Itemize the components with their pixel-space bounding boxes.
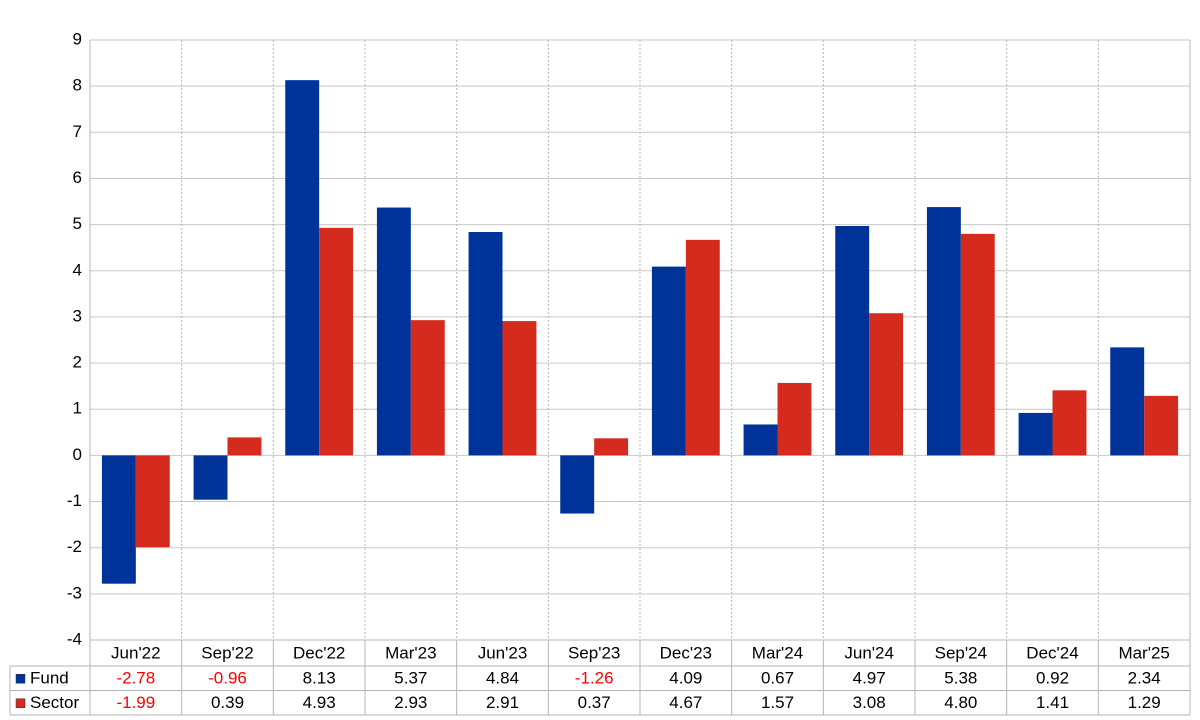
- legend-swatch: [15, 674, 26, 684]
- table-value: -2.78: [116, 669, 155, 688]
- x-tick-label: Dec'23: [660, 643, 712, 662]
- table-value: 5.37: [394, 669, 427, 688]
- bar: [1144, 395, 1179, 456]
- x-tick-label: Sep'24: [935, 643, 987, 662]
- x-tick-label: Mar'25: [1118, 643, 1169, 662]
- bar: [319, 227, 354, 456]
- bar: [960, 233, 995, 456]
- table-value: 1.57: [761, 693, 794, 712]
- bar: [777, 382, 812, 456]
- bar: [101, 455, 136, 584]
- y-tick-label: 6: [73, 168, 82, 187]
- bar: [468, 232, 503, 456]
- table-value: 2.91: [486, 693, 519, 712]
- y-tick-label: 2: [73, 353, 82, 372]
- table-value: 4.67: [669, 693, 702, 712]
- bar: [651, 266, 686, 456]
- table-value: 4.09: [669, 669, 702, 688]
- y-tick-label: -4: [67, 629, 82, 648]
- table-value: 8.13: [303, 669, 336, 688]
- legend-swatch: [15, 698, 26, 708]
- bar: [410, 320, 445, 456]
- y-tick-label: 5: [73, 214, 82, 233]
- y-tick-label: 7: [73, 122, 82, 141]
- bar: [835, 226, 870, 456]
- bar: [135, 455, 170, 548]
- table-value: 2.93: [394, 693, 427, 712]
- x-tick-label: Sep'22: [201, 643, 253, 662]
- bar: [502, 321, 537, 456]
- x-tick-label: Jun'23: [478, 643, 528, 662]
- y-tick-label: 8: [73, 76, 82, 95]
- table-value: -1.99: [116, 693, 155, 712]
- bar: [285, 80, 320, 456]
- table-value: -1.26: [575, 669, 614, 688]
- table-value: 0.67: [761, 669, 794, 688]
- table-value: 0.92: [1036, 669, 1069, 688]
- bar: [193, 455, 228, 500]
- bar: [1052, 390, 1087, 456]
- bar: [685, 239, 720, 456]
- bar: [743, 424, 778, 456]
- x-tick-label: Jun'24: [844, 643, 894, 662]
- y-tick-label: 1: [73, 399, 82, 418]
- y-tick-label: 0: [73, 445, 82, 464]
- table-value: 1.29: [1128, 693, 1161, 712]
- table-value: 3.08: [853, 693, 886, 712]
- bar: [227, 437, 262, 456]
- bar: [376, 207, 411, 456]
- y-tick-label: 9: [73, 29, 82, 48]
- y-tick-label: -1: [67, 491, 82, 510]
- table-value: 0.39: [211, 693, 244, 712]
- legend-label: Fund: [30, 669, 69, 688]
- table-value: 2.34: [1128, 669, 1161, 688]
- table-value: 1.41: [1036, 693, 1069, 712]
- table-value: 4.80: [944, 693, 977, 712]
- legend-label: Sector: [30, 693, 79, 712]
- bar: [1018, 412, 1053, 456]
- x-tick-label: Jun'22: [111, 643, 161, 662]
- bar: [926, 207, 961, 456]
- bar: [1110, 347, 1145, 456]
- table-value: -0.96: [208, 669, 247, 688]
- x-tick-label: Dec'22: [293, 643, 345, 662]
- y-tick-label: -2: [67, 537, 82, 556]
- table-value: 4.97: [853, 669, 886, 688]
- table-value: 0.37: [578, 693, 611, 712]
- table-value: 5.38: [944, 669, 977, 688]
- table-value: 4.93: [303, 693, 336, 712]
- x-tick-label: Mar'24: [752, 643, 803, 662]
- y-tick-label: 3: [73, 306, 82, 325]
- x-tick-label: Dec'24: [1026, 643, 1078, 662]
- y-tick-label: 4: [73, 260, 82, 279]
- bar: [594, 438, 629, 456]
- x-tick-label: Mar'23: [385, 643, 436, 662]
- y-tick-label: -3: [67, 583, 82, 602]
- table-value: 4.84: [486, 669, 519, 688]
- bar: [560, 455, 595, 514]
- x-tick-label: Sep'23: [568, 643, 620, 662]
- bar: [869, 313, 904, 456]
